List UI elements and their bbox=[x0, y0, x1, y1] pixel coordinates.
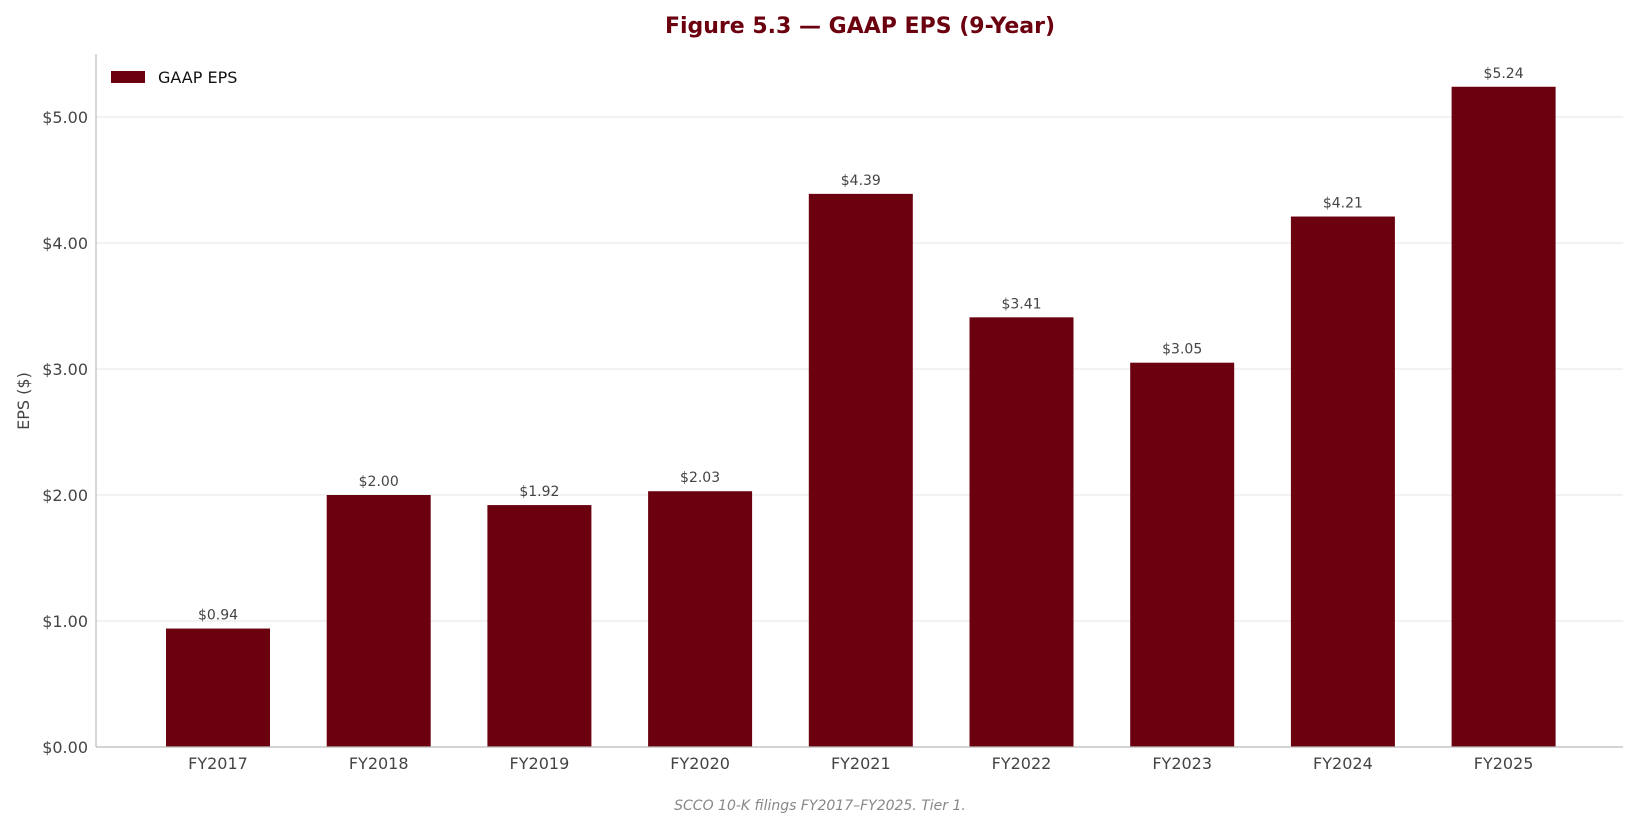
x-tick-label: FY2019 bbox=[510, 754, 570, 773]
bar-fy2019 bbox=[487, 505, 592, 747]
y-tick-label: $2.00 bbox=[42, 486, 88, 505]
bar-value-label: $2.00 bbox=[359, 474, 399, 490]
bar-value-label: $5.24 bbox=[1484, 66, 1524, 82]
bar-fy2021 bbox=[808, 193, 913, 748]
x-tick-label: FY2021 bbox=[831, 754, 891, 773]
bar-value-labels: $0.94 $2.00 $1.92 $2.03 $4.39 $3.41 $3.05 $4.21… bbox=[198, 66, 1524, 624]
y-tick-label: $0.00 bbox=[42, 738, 88, 757]
axes bbox=[95, 54, 1623, 748]
bar-fy2025 bbox=[1451, 86, 1556, 747]
x-tick-label: FY2017 bbox=[188, 754, 248, 773]
bar-fy2022 bbox=[969, 317, 1074, 747]
bar-value-label: $2.03 bbox=[680, 470, 720, 486]
x-tick-labels: FY2017 FY2018 FY2019 FY2020 FY2021 FY2022 FY20… bbox=[188, 754, 1533, 773]
legend-swatch bbox=[111, 71, 145, 83]
bar-value-label: $3.05 bbox=[1162, 342, 1202, 358]
chart-title: Figure 5.3 — GAAP EPS (9-Year) bbox=[665, 14, 1055, 39]
source-note: SCCO 10-K filings FY2017–FY2025. Tier 1. bbox=[674, 798, 966, 814]
y-tick-label: $5.00 bbox=[42, 108, 88, 127]
bar-fy2024 bbox=[1290, 216, 1395, 748]
x-tick-label: FY2024 bbox=[1313, 754, 1373, 773]
bars bbox=[166, 86, 1556, 748]
y-tick-label: $1.00 bbox=[42, 612, 88, 631]
bar-fy2023 bbox=[1130, 362, 1235, 747]
bar-value-label: $0.94 bbox=[198, 608, 238, 624]
bar-fy2020 bbox=[648, 491, 753, 747]
x-tick-label: FY2025 bbox=[1474, 754, 1534, 773]
y-axis-label: EPS ($) bbox=[14, 372, 33, 430]
bar-value-label: $4.21 bbox=[1323, 196, 1363, 212]
y-tick-label: $3.00 bbox=[42, 360, 88, 379]
x-tick-label: FY2020 bbox=[670, 754, 730, 773]
bar-value-label: $1.92 bbox=[519, 484, 559, 500]
bar-value-label: $3.41 bbox=[1001, 296, 1041, 312]
y-tick-label: $4.00 bbox=[42, 234, 88, 253]
x-tick-label: FY2018 bbox=[349, 754, 409, 773]
legend-label: GAAP EPS bbox=[158, 68, 237, 87]
x-tick-label: FY2023 bbox=[1152, 754, 1212, 773]
legend: GAAP EPS bbox=[111, 68, 237, 87]
x-tick-label: FY2022 bbox=[992, 754, 1052, 773]
bar-value-label: $4.39 bbox=[841, 173, 881, 189]
y-tick-labels: $0.00 $1.00 $2.00 $3.00 $4.00 $5.00 bbox=[42, 108, 88, 757]
bar-fy2017 bbox=[166, 628, 270, 747]
bar-fy2018 bbox=[326, 495, 431, 747]
